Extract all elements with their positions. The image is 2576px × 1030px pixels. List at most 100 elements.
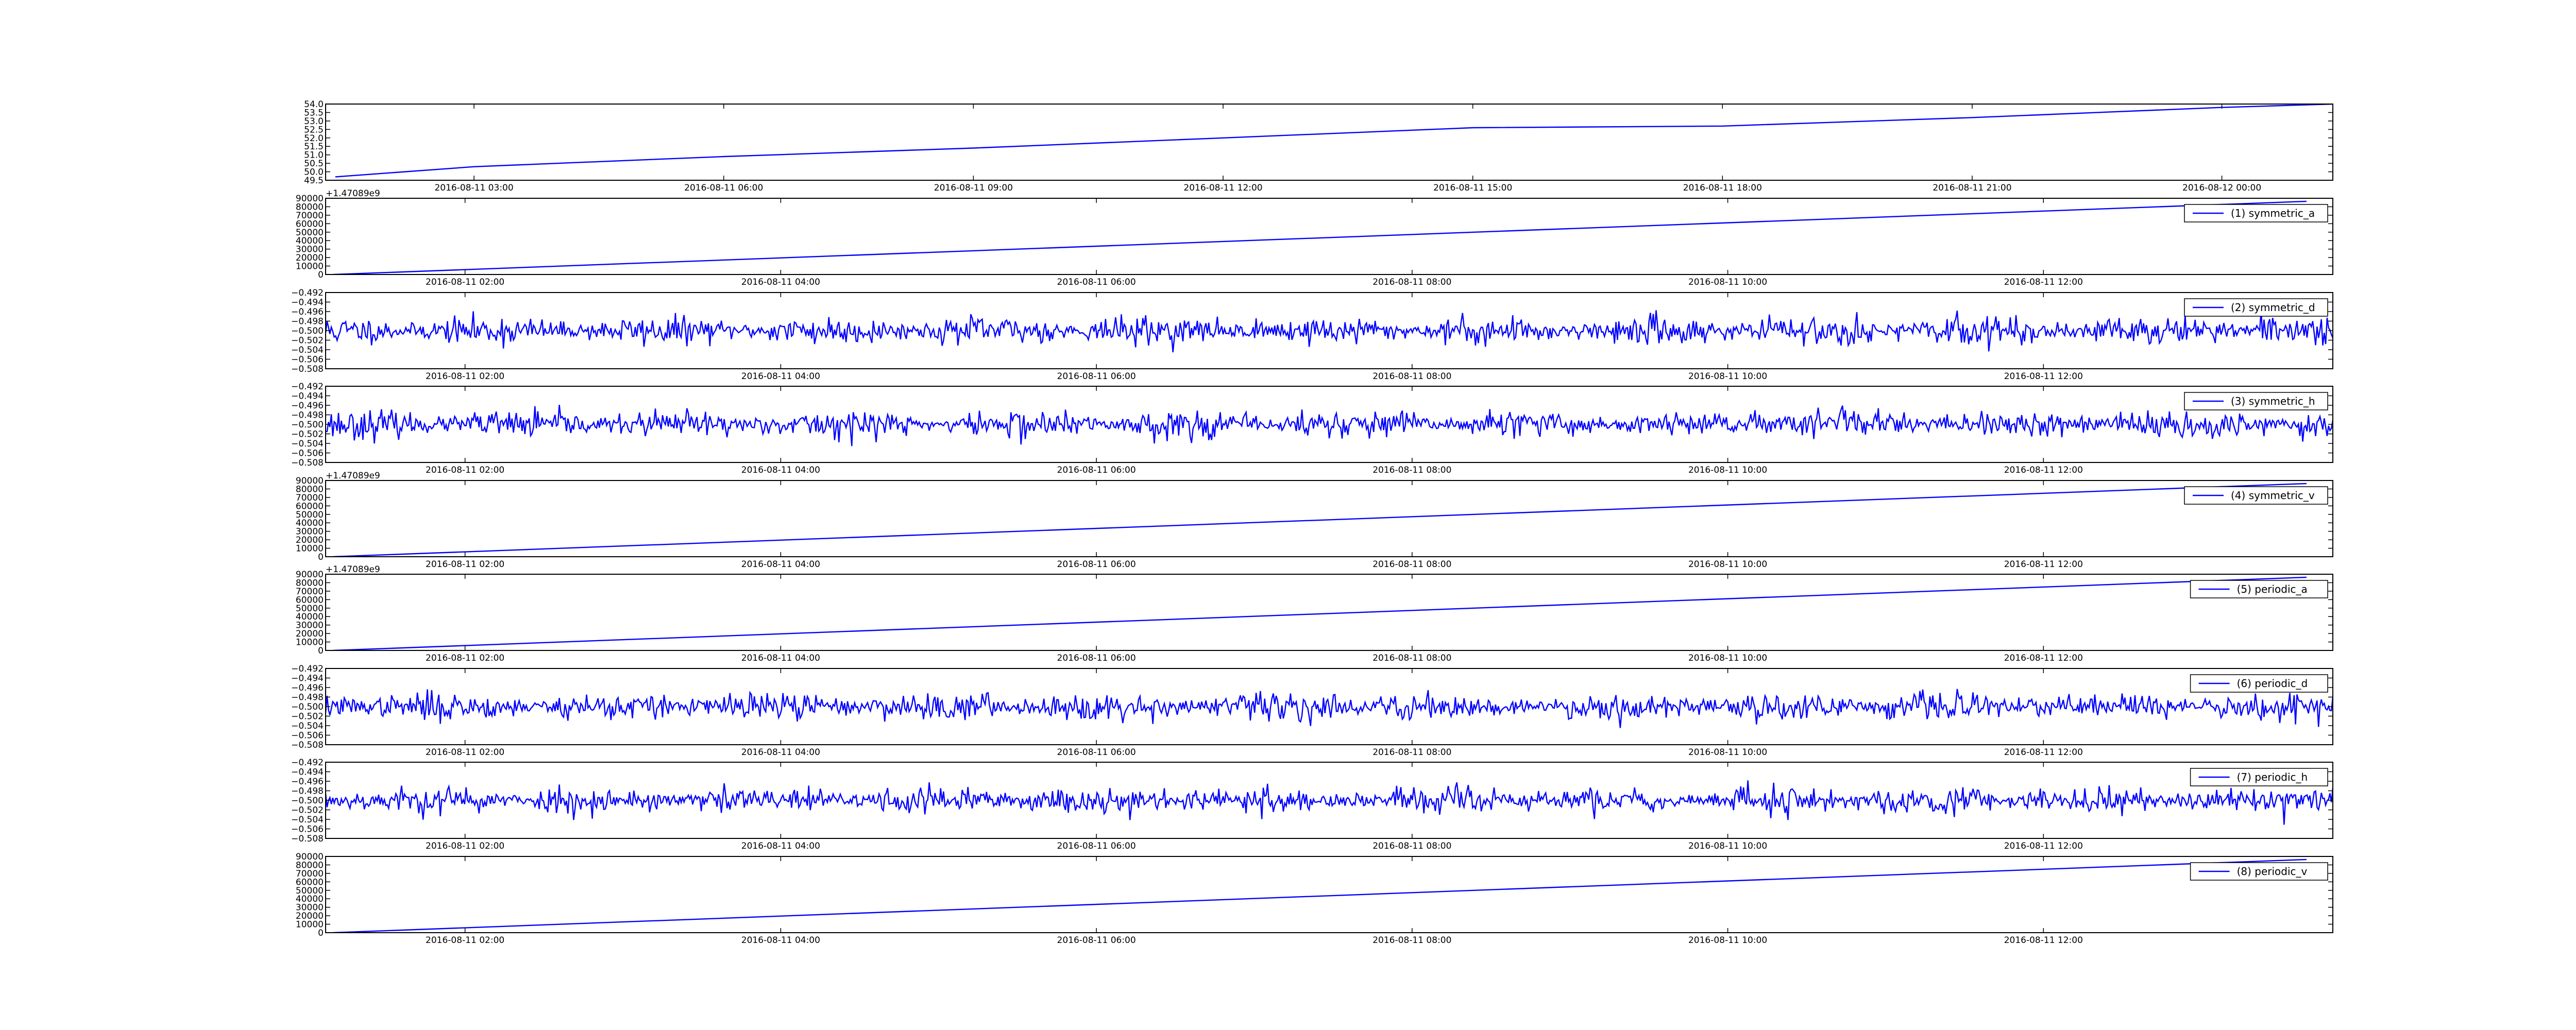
y-tick-label: −0.496 <box>291 683 324 693</box>
x-tick-label: 2016-08-11 18:00 <box>1683 183 1762 193</box>
x-tick-label: 2016-08-11 12:00 <box>2004 559 2083 570</box>
x-tick-label: 2016-08-11 06:00 <box>1057 747 1136 758</box>
series-group <box>333 859 2307 933</box>
y-tick-label: −0.496 <box>291 777 324 787</box>
y-tick-label: 50000 <box>296 886 324 896</box>
y-tick-label: 54.0 <box>304 99 324 110</box>
y-tick-label: −0.506 <box>291 825 324 835</box>
y-tick-label: −0.498 <box>291 317 324 327</box>
y-tick-label: −0.508 <box>291 740 324 750</box>
legend-label: (7) periodic_h <box>2237 771 2308 783</box>
y-tick-label: 51.5 <box>304 142 324 152</box>
series-line <box>326 404 2333 447</box>
subplot-stack: 49.550.050.551.051.552.052.553.053.554.0… <box>291 99 2333 946</box>
x-tick-label: 2016-08-11 02:00 <box>426 747 504 758</box>
x-tick-label: 2016-08-11 04:00 <box>741 653 820 663</box>
y-tick-label: 70000 <box>296 587 324 597</box>
x-tick-label: 2016-08-11 08:00 <box>1372 277 1451 287</box>
legend-box <box>2190 768 2328 786</box>
x-tick-label: 2016-08-11 10:00 <box>1688 653 1767 663</box>
series-line <box>333 483 2307 557</box>
series-group <box>333 200 2307 274</box>
x-tick-label: 2016-08-11 08:00 <box>1372 371 1451 382</box>
x-tick-label: 2016-08-11 12:00 <box>2004 371 2083 382</box>
y-tick-label: 90000 <box>296 476 324 486</box>
y-tick-label: −0.492 <box>291 288 324 298</box>
legend-label: (6) periodic_d <box>2237 677 2308 690</box>
y-tick-label: −0.502 <box>291 805 324 816</box>
legend-label: (2) symmetric_d <box>2231 301 2315 314</box>
subplot-5: 0100002000030000400005000060000700008000… <box>296 564 2333 663</box>
x-tick-label: 2016-08-11 08:00 <box>1372 653 1451 663</box>
y-tick-label: −0.502 <box>291 336 324 346</box>
y-tick-label: −0.498 <box>291 410 324 421</box>
legend: (1) symmetric_a <box>2184 204 2328 222</box>
subplot-7: −0.508−0.506−0.504−0.502−0.500−0.498−0.4… <box>291 758 2333 851</box>
y-tick-label: 50.0 <box>304 167 324 178</box>
series-line <box>333 200 2307 274</box>
y-tick-label: −0.508 <box>291 364 324 374</box>
y-tick-label: 50000 <box>296 510 324 520</box>
x-tick-label: 2016-08-11 02:00 <box>426 935 504 946</box>
y-tick-label: 40000 <box>296 518 324 528</box>
legend-label: (1) symmetric_a <box>2231 207 2315 219</box>
x-tick-label: 2016-08-11 15:00 <box>1433 183 1512 193</box>
y-tick-label: −0.500 <box>291 702 324 712</box>
series-group <box>326 689 2333 728</box>
y-tick-label: −0.492 <box>291 382 324 392</box>
x-tick-label: 2016-08-11 06:00 <box>1057 465 1136 475</box>
y-tick-label: −0.494 <box>291 391 324 402</box>
y-tick-label: 80000 <box>296 484 324 494</box>
x-tick-label: 2016-08-11 08:00 <box>1372 559 1451 570</box>
x-tick-label: 2016-08-11 10:00 <box>1688 935 1767 946</box>
series-group <box>333 483 2307 557</box>
x-tick-label: 2016-08-12 00:00 <box>2182 183 2261 193</box>
y-tick-label: 20000 <box>296 629 324 639</box>
subplot-2: −0.508−0.506−0.504−0.502−0.500−0.498−0.4… <box>291 288 2333 382</box>
x-tick-label: 2016-08-11 10:00 <box>1688 559 1767 570</box>
legend: (8) periodic_v <box>2190 862 2328 881</box>
y-tick-label: −0.500 <box>291 796 324 806</box>
y-tick-label: 20000 <box>296 253 324 263</box>
y-tick-label: 60000 <box>296 219 324 229</box>
axes-frame <box>325 104 2333 181</box>
x-tick-label: 2016-08-11 12:00 <box>2004 653 2083 663</box>
y-tick-label: 70000 <box>296 493 324 503</box>
series-group <box>326 309 2333 353</box>
y-tick-label: 40000 <box>296 612 324 622</box>
y-tick-label: 20000 <box>296 911 324 921</box>
legend: (2) symmetric_d <box>2184 298 2328 317</box>
y-tick-label: −0.502 <box>291 712 324 722</box>
x-tick-label: 2016-08-11 06:00 <box>1057 841 1136 851</box>
x-tick-label: 2016-08-11 04:00 <box>741 465 820 475</box>
x-tick-label: 2016-08-11 10:00 <box>1688 841 1767 851</box>
y-tick-label: −0.504 <box>291 345 324 355</box>
y-tick-label: 10000 <box>296 544 324 554</box>
y-tick-label: 50000 <box>296 604 324 614</box>
y-tick-label: 10000 <box>296 262 324 272</box>
y-tick-label: 30000 <box>296 621 324 631</box>
x-tick-label: 2016-08-11 02:00 <box>426 653 504 663</box>
series-line <box>333 859 2307 933</box>
x-tick-label: 2016-08-11 03:00 <box>434 183 513 193</box>
x-tick-label: 2016-08-11 04:00 <box>741 747 820 758</box>
axes-frame <box>325 198 2333 275</box>
x-tick-label: 2016-08-11 12:00 <box>2004 277 2083 287</box>
x-tick-label: 2016-08-11 04:00 <box>741 371 820 382</box>
x-tick-label: 2016-08-11 08:00 <box>1372 465 1451 475</box>
y-tick-label: 30000 <box>296 245 324 255</box>
axes-frame <box>325 856 2333 933</box>
x-tick-label: 2016-08-11 12:00 <box>2004 841 2083 851</box>
y-tick-label: 52.5 <box>304 125 324 135</box>
y-tick-label: −0.506 <box>291 355 324 365</box>
legend: (6) periodic_d <box>2190 674 2328 693</box>
series-line <box>326 689 2333 728</box>
y-tick-label: 80000 <box>296 578 324 588</box>
subplot-3: −0.508−0.506−0.504−0.502−0.500−0.498−0.4… <box>291 382 2333 475</box>
y-tick-label: −0.496 <box>291 307 324 317</box>
y-tick-label: 70000 <box>296 869 324 879</box>
x-tick-label: 2016-08-11 06:00 <box>684 183 763 193</box>
x-tick-label: 2016-08-11 02:00 <box>426 841 504 851</box>
legend-label: (3) symmetric_h <box>2231 395 2315 407</box>
